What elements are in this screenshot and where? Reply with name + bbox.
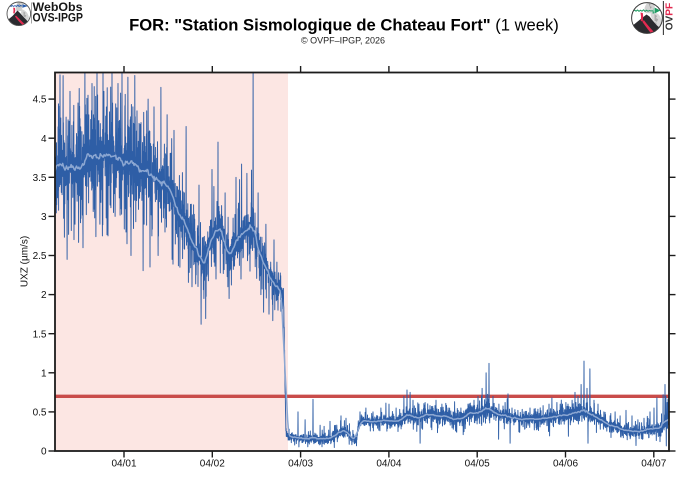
svg-text:04/02: 04/02 xyxy=(200,459,225,470)
svg-text:1: 1 xyxy=(41,368,47,379)
svg-text:FOR: "Station Sismologique de: FOR: "Station Sismologique de Chateau Fo… xyxy=(129,16,559,35)
svg-text:3: 3 xyxy=(41,212,47,223)
svg-text:1.5: 1.5 xyxy=(33,329,47,340)
svg-text:04/03: 04/03 xyxy=(288,459,313,470)
svg-text:OVS-IPGP: OVS-IPGP xyxy=(33,11,84,25)
svg-text:UXZ (µm/s): UXZ (µm/s) xyxy=(20,236,31,287)
svg-text:0: 0 xyxy=(41,447,47,458)
svg-text:4.5: 4.5 xyxy=(33,95,47,106)
svg-text:04/04: 04/04 xyxy=(376,459,401,470)
svg-text:2.5: 2.5 xyxy=(33,251,47,262)
svg-text:0.5: 0.5 xyxy=(33,408,47,419)
svg-text:© OVPF–IPGP, 2026: © OVPF–IPGP, 2026 xyxy=(301,36,385,46)
svg-text:2: 2 xyxy=(41,290,47,301)
svg-text:04/07: 04/07 xyxy=(641,459,666,470)
svg-text:04/05: 04/05 xyxy=(465,459,490,470)
svg-text:04/06: 04/06 xyxy=(553,459,578,470)
svg-text:OVPF: OVPF xyxy=(664,2,676,30)
svg-text:3.5: 3.5 xyxy=(33,173,47,184)
svg-text:4: 4 xyxy=(41,134,47,145)
svg-text:04/01: 04/01 xyxy=(111,459,136,470)
svg-text:WebObs: WebObs xyxy=(33,0,83,14)
